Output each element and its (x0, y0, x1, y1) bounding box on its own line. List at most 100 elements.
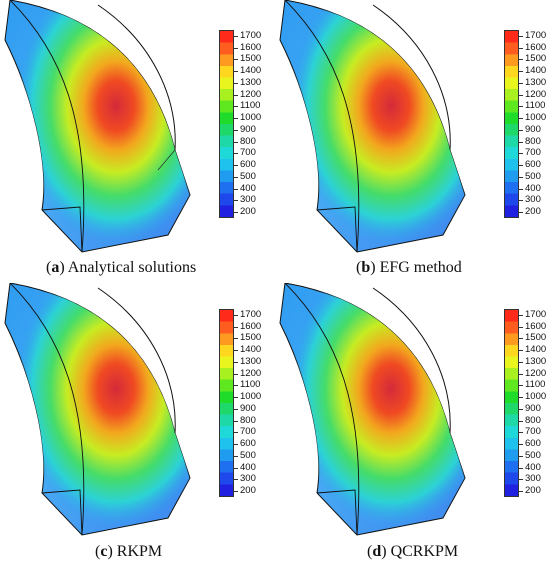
colorbar-tick-label: 700 (525, 147, 541, 159)
colorbar-tick-mark (234, 432, 238, 434)
colorbar-tick-label: 800 (525, 135, 541, 147)
colorbar-tick-label: 1000 (525, 112, 547, 124)
colorbar-tick-label: 1400 (525, 344, 547, 356)
colorbar-tick-mark (234, 315, 238, 316)
panel-rkpm: 1700 1600 1500 1400 1300 1200 1100 1000 900 800 70… (0, 283, 275, 565)
colorbar-gradient (504, 309, 519, 497)
colorbar-tick-mark (234, 444, 238, 446)
colorbar-tick-mark (519, 106, 523, 108)
colorbar-tick-label: 1100 (240, 100, 261, 112)
colorbar-tick-label: 1300 (525, 76, 547, 88)
colorbar-tick-mark (234, 141, 238, 143)
colorbar-tick-label: 1100 (240, 379, 261, 391)
caption-title: QCRKPM (390, 543, 459, 560)
colorbar-tick-label: 1200 (240, 367, 262, 379)
colorbar-tick-label: 200 (525, 485, 541, 496)
panel-analytical: 1700 1600 1500 1400 1300 1200 1100 1000 900 800 70… (0, 0, 275, 282)
colorbar-tick-mark (234, 129, 238, 131)
colorbar-tick-label: 200 (240, 206, 256, 217)
colorbar-tick-label: 400 (240, 461, 256, 473)
colorbar-tick-label: 700 (240, 147, 256, 159)
colorbar-tick-mark (519, 118, 523, 120)
caption-letter: a (51, 259, 60, 276)
caption-c: (c) RKPM (95, 543, 163, 560)
caption-b: (b) EFG method (356, 259, 462, 276)
colorbar-tick-mark (234, 326, 238, 328)
colorbar-tick-mark (519, 338, 523, 340)
colorbar-tick-mark (519, 71, 523, 73)
colorbar-tick-label: 900 (525, 402, 541, 414)
colorbar-tick-label: 900 (240, 123, 256, 135)
colorbar-tick-mark (519, 212, 523, 213)
colorbar-tick-mark (519, 165, 523, 167)
colorbar-tick-label: 500 (240, 449, 256, 461)
colorbar-tick-label: 1400 (240, 65, 262, 77)
caption-title: EFG method (379, 259, 462, 276)
colorbar-tick-mark (519, 129, 523, 131)
panel-efg: 1700 1600 1500 1400 1300 1200 1100 1000 900 800 70… (275, 0, 550, 282)
colorbar-tick-label: 1300 (240, 76, 262, 88)
colorbar-tick-mark (519, 408, 523, 410)
colorbar-tick-mark (234, 397, 238, 399)
colorbar-tick-label: 600 (525, 159, 541, 171)
colorbar-tick-label: 400 (525, 461, 541, 473)
colorbar-tick-mark (234, 47, 238, 49)
colorbar-tick-mark (519, 326, 523, 328)
colorbar-tick-mark (234, 153, 238, 155)
colorbar-tick-mark (519, 361, 523, 363)
colorbar-tick-label: 200 (240, 485, 256, 496)
colorbar-tick-mark (519, 373, 523, 375)
colorbar-tick-mark (234, 455, 238, 457)
colorbar-tick-mark (234, 350, 238, 352)
colorbar-tick-label: 1600 (525, 41, 547, 53)
colorbar-tick-label: 1400 (525, 65, 547, 77)
colorbar-tick-label: 300 (525, 194, 541, 206)
colorbar-tick-label: 600 (240, 159, 256, 171)
caption-d: (d) QCRKPM (367, 543, 459, 560)
colorbar-tick-label: 1000 (525, 391, 547, 403)
colorbar-tick-mark (234, 176, 238, 178)
colorbar-tick-label: 1600 (525, 320, 547, 332)
colorbar-tick-mark (519, 315, 523, 316)
colorbar-tick-mark (519, 479, 523, 481)
colorbar-tick-label: 900 (525, 123, 541, 135)
colorbar-tick-label: 1600 (240, 41, 262, 53)
colorbar-tick-mark (234, 165, 238, 167)
colorbar-tick-mark (519, 385, 523, 387)
colorbar-tick-label: 1200 (525, 88, 547, 100)
colorbar-tick-mark (519, 491, 523, 492)
colorbar-tick-label: 900 (240, 402, 256, 414)
colorbar-gradient (219, 309, 234, 497)
colorbar-tick-mark (234, 361, 238, 363)
colorbar-tick-label: 600 (240, 438, 256, 450)
caption-letter: d (372, 543, 382, 560)
colorbar-tick-mark (519, 200, 523, 202)
stress-contour-3d-shape (4, 0, 191, 253)
colorbar-tick-mark (519, 420, 523, 422)
colorbar-tick-label: 1200 (240, 88, 262, 100)
colorbar-tick-mark (234, 212, 238, 213)
colorbar-tick-label: 400 (240, 182, 256, 194)
colorbar-tick-label: 1200 (525, 367, 547, 379)
colorbar-tick-mark (234, 338, 238, 340)
colorbar-tick-mark (234, 408, 238, 410)
stress-contour-3d-shape (279, 283, 466, 536)
colorbar-tick-mark (519, 350, 523, 352)
colorbar-tick-label: 1700 (525, 30, 547, 41)
caption-title: Analytical solutions (67, 259, 197, 276)
colorbar-tick-label: 1100 (525, 100, 546, 112)
colorbar-tick-label: 500 (525, 449, 541, 461)
colorbar-tick-label: 1700 (525, 309, 547, 320)
colorbar-tick-mark (519, 141, 523, 143)
colorbar-tick-mark (234, 467, 238, 469)
colorbar-tick-mark (234, 36, 238, 37)
colorbar-tick-label: 300 (240, 473, 256, 485)
colorbar-tick-label: 1500 (240, 53, 262, 65)
colorbar-tick-mark (519, 176, 523, 178)
colorbar-tick-mark (519, 455, 523, 457)
colorbar-tick-mark (234, 118, 238, 120)
colorbar-tick-mark (519, 47, 523, 49)
colorbar-tick-label: 200 (525, 206, 541, 217)
colorbar-tick-mark (519, 467, 523, 469)
colorbar-tick-mark (234, 59, 238, 61)
